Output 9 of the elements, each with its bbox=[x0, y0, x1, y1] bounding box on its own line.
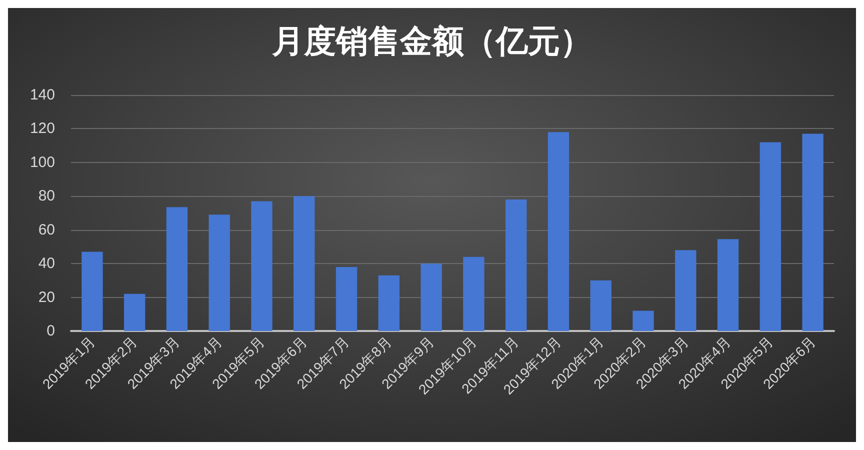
y-tick-label: 40 bbox=[38, 255, 55, 272]
y-tick-label: 140 bbox=[30, 86, 55, 104]
chart-title: 月度销售金额（亿元） bbox=[271, 23, 592, 59]
y-tick-label: 100 bbox=[30, 154, 55, 171]
y-tick-label: 0 bbox=[46, 322, 55, 340]
y-tick-label: 60 bbox=[38, 221, 55, 238]
y-tick-label: 20 bbox=[38, 288, 55, 306]
y-tick-label: 120 bbox=[30, 120, 55, 138]
y-tick-label: 80 bbox=[38, 188, 55, 205]
